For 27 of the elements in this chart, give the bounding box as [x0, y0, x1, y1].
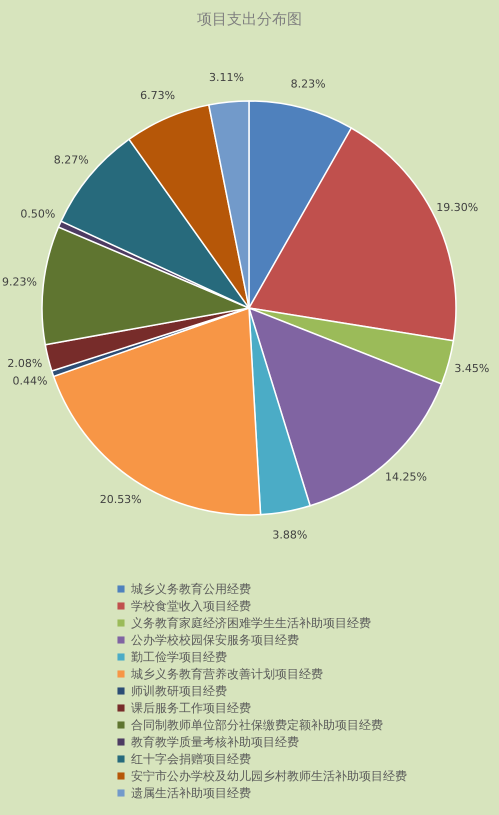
legend-label: 学校食堂收入项目经费 — [131, 599, 251, 613]
data-label: 14.25% — [385, 470, 427, 484]
legend-label: 义务教育家庭经济困难学生生活补助项目经费 — [131, 616, 371, 630]
data-label: 0.50% — [20, 207, 56, 220]
legend-label: 公办学校校园保安服务项目经费 — [131, 633, 299, 647]
legend-label: 合同制教师单位部分社保缴费定额补助项目经费 — [131, 718, 383, 732]
data-label: 3.45% — [454, 362, 490, 376]
data-label: 6.73% — [140, 88, 176, 102]
legend-label: 教育教学质量考核补助项目经费 — [131, 735, 299, 749]
legend-label: 勤工俭学项目经费 — [131, 650, 227, 664]
data-label: 19.30% — [436, 201, 478, 214]
legend-label: 课后服务工作项目经费 — [131, 701, 251, 715]
legend-label: 城乡义务教育公用经费 — [130, 582, 251, 596]
chart-title: 项目支出分布图 — [197, 10, 302, 28]
data-label: 9.23% — [2, 275, 37, 288]
legend-label: 城乡义务教育营养改善计划项目经费 — [130, 667, 323, 681]
data-label: 3.88% — [272, 528, 308, 542]
data-label: 20.53% — [100, 493, 142, 506]
data-label: 8.27% — [54, 153, 89, 166]
data-label: 8.23% — [290, 78, 326, 91]
legend-label: 红十字会捐赠项目经费 — [131, 752, 251, 766]
legend-label: 安宁市公办学校及幼儿园乡村教师生活补助项目经费 — [131, 769, 407, 783]
data-label: 2.08% — [7, 356, 42, 370]
legend-label: 师训教研项目经费 — [131, 684, 227, 698]
data-label: 3.11% — [208, 71, 244, 84]
legend-label: 遗属生活补助项目经费 — [131, 786, 251, 800]
data-label: 0.44% — [12, 374, 48, 388]
